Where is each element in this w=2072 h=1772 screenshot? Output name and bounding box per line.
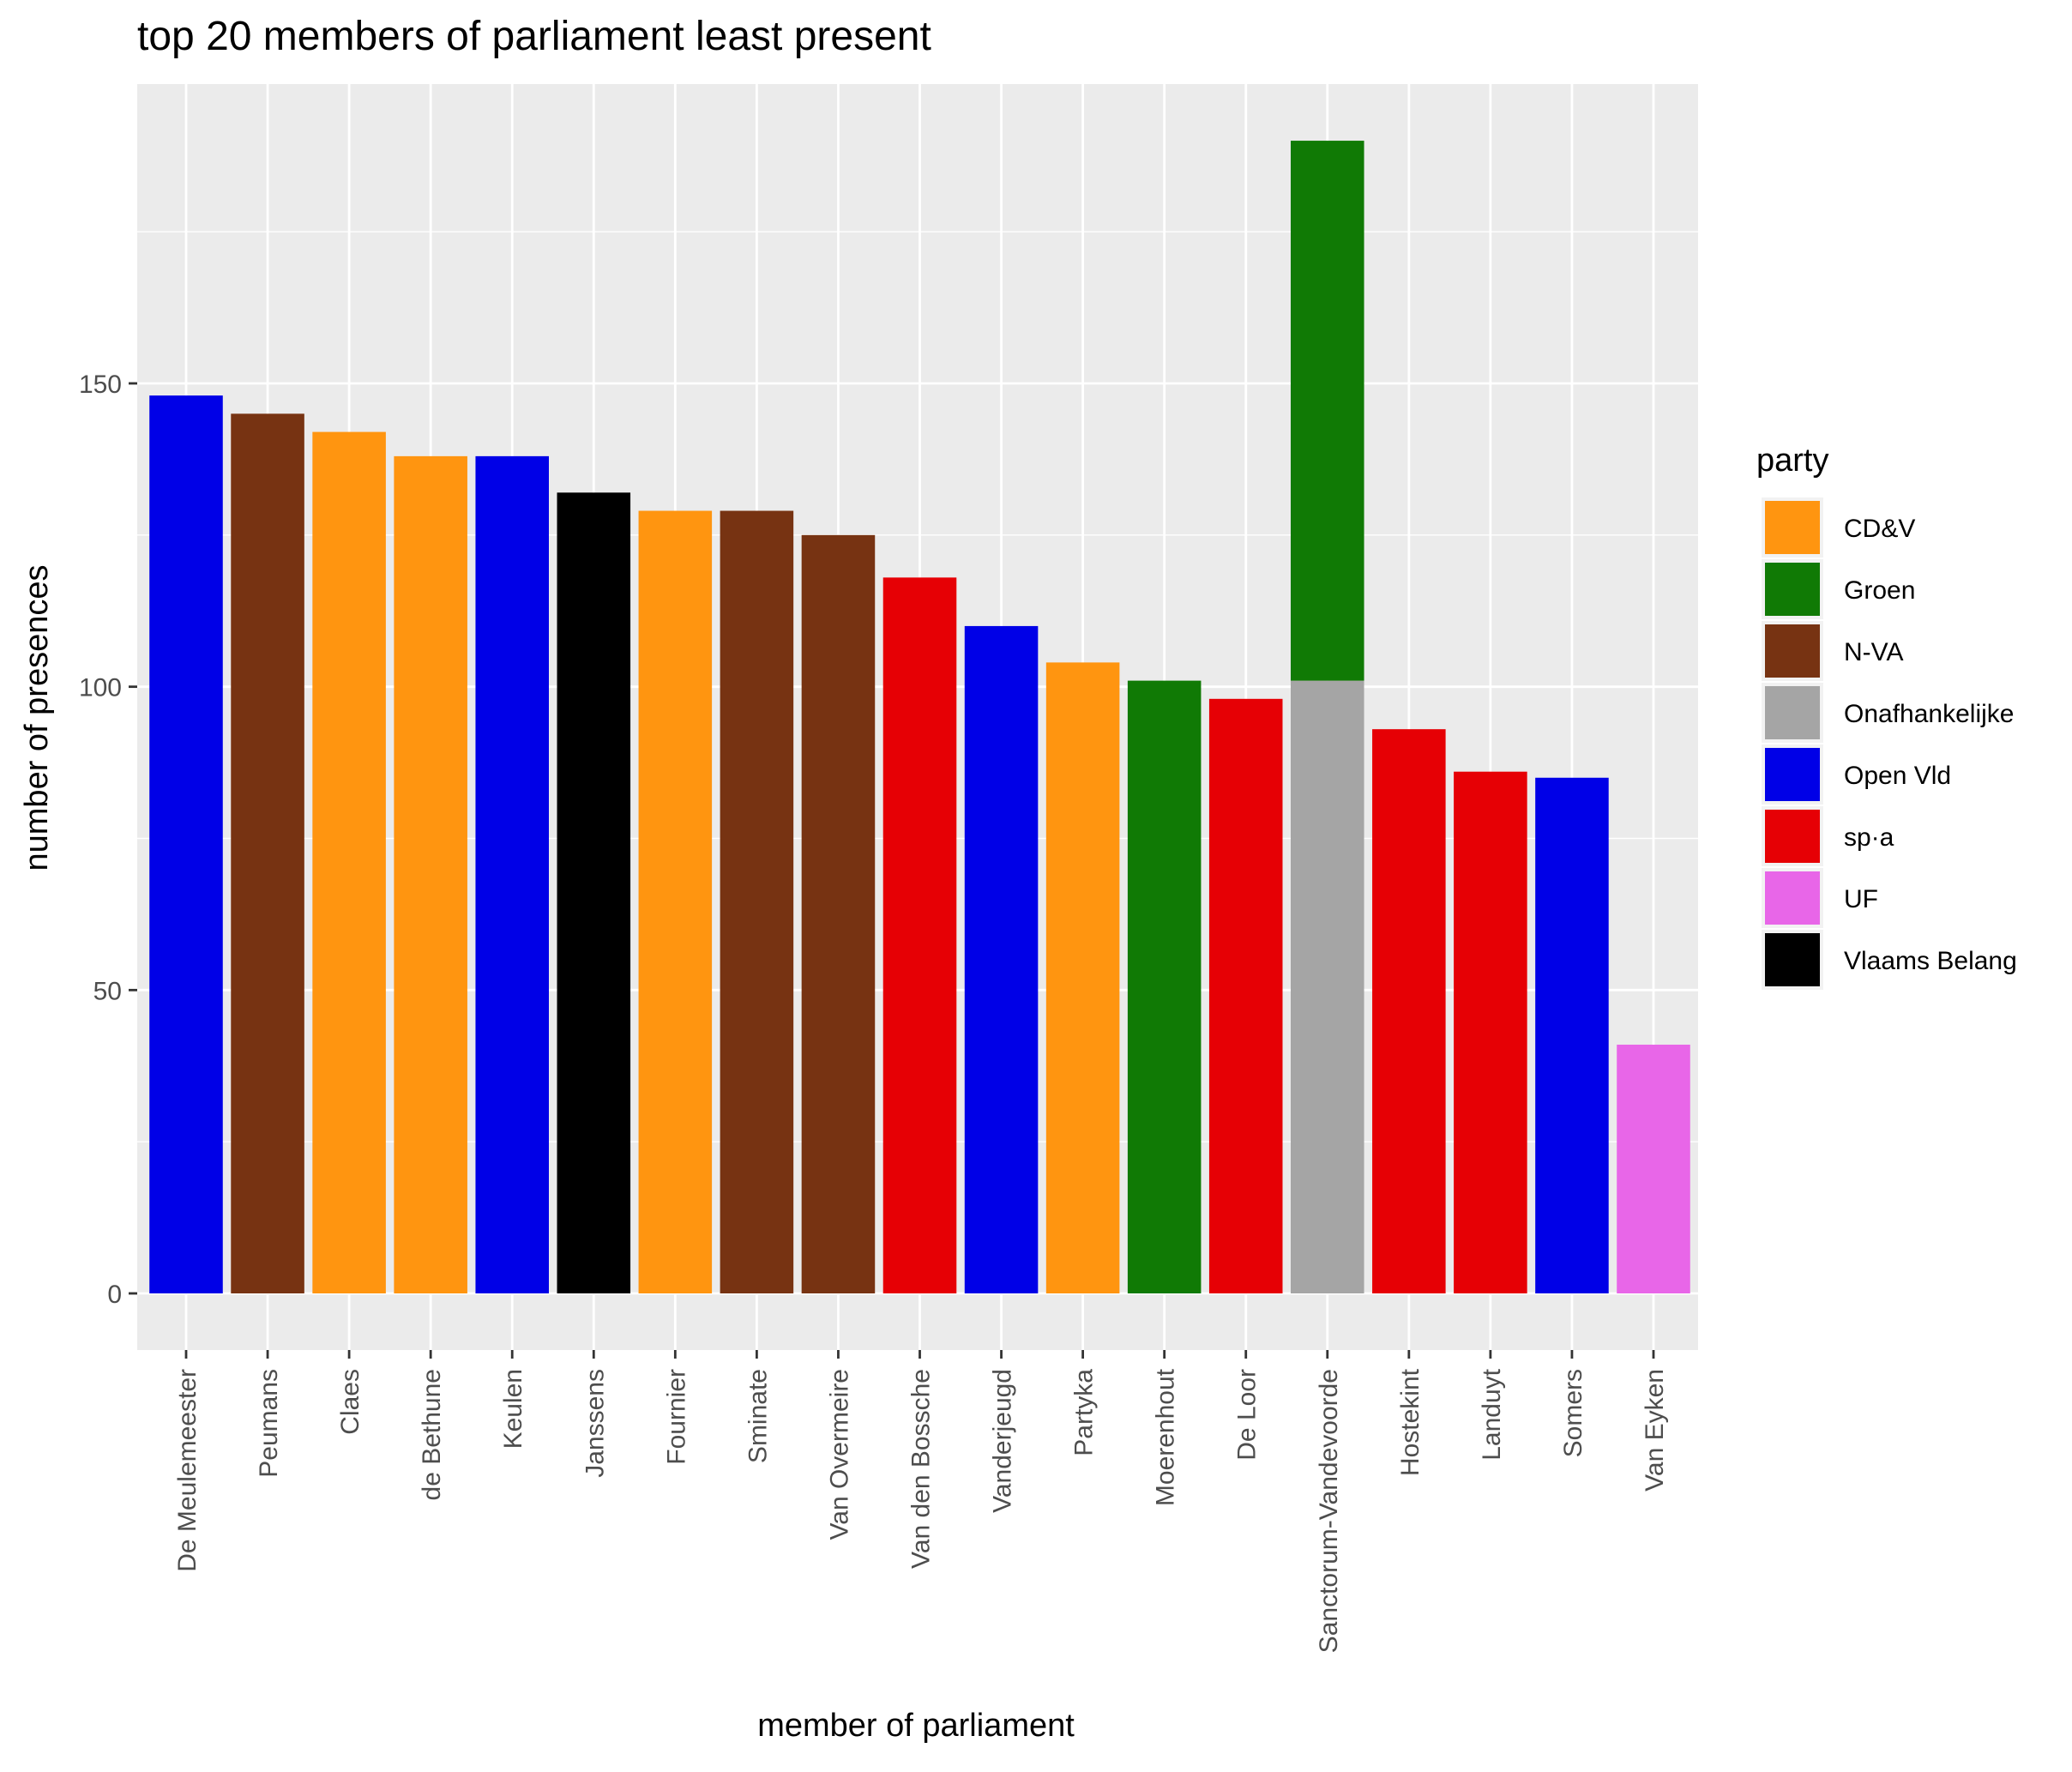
bar-segment [231, 413, 304, 1293]
legend-swatch [1765, 624, 1820, 678]
bar-segment [1372, 729, 1446, 1293]
bar-segment [312, 431, 386, 1293]
y-axis-title: number of presences [19, 565, 55, 871]
bar-segment [394, 455, 467, 1293]
x-tick-label: Landuyt [1478, 1368, 1506, 1460]
legend-swatch [1765, 501, 1820, 554]
legend-swatch [1765, 810, 1820, 863]
x-tick-label: de Bethune [418, 1369, 446, 1500]
x-tick-label: Somers [1559, 1369, 1587, 1457]
legend-swatch [1765, 748, 1820, 801]
y-tick-label: 0 [107, 1281, 122, 1309]
x-tick-label: Moerenhout [1152, 1368, 1180, 1506]
x-tick-label: Claes [336, 1369, 364, 1435]
legend-label: sp·a [1844, 823, 1894, 852]
legend-label: Open Vld [1844, 762, 1951, 790]
axes: 0 50 100 150 De Meulemeester Peumans Claes de B… [79, 371, 1669, 1653]
bar-segment [557, 492, 631, 1293]
legend-swatch [1765, 871, 1820, 925]
x-tick-label: Vanderjeugd [989, 1369, 1017, 1513]
legend-label: UF [1844, 885, 1878, 913]
bar-segment [801, 534, 876, 1293]
x-tick-label: Van Overmeire [825, 1369, 853, 1540]
x-tick-label: Sanctorum-Vandevoorde [1315, 1369, 1343, 1653]
bar-segment [638, 510, 713, 1293]
legend-label: Groen [1844, 576, 1915, 605]
y-tick-label: 100 [79, 674, 122, 702]
legend-label: CD&V [1844, 515, 1915, 543]
bar-segment [1454, 771, 1527, 1293]
y-tick-label: 50 [93, 977, 122, 1005]
x-tick-label: Sminate [744, 1369, 772, 1463]
bar-segment [1291, 680, 1364, 1293]
legend-swatch [1765, 686, 1820, 739]
x-tick-label: Hostekint [1396, 1368, 1424, 1476]
bar-segment [1045, 662, 1120, 1293]
x-tick-label: Van den Bossche [907, 1369, 936, 1569]
bar-segment [475, 455, 549, 1293]
bar-segment [720, 510, 794, 1293]
legend-label: N-VA [1844, 638, 1903, 666]
bars [149, 141, 1690, 1293]
bar-segment [149, 395, 223, 1293]
x-tick-label: Van Eyken [1641, 1369, 1669, 1492]
legend-swatch [1765, 933, 1820, 986]
legend: party CD&V Groen N-VA Onafhankelijke Open Vl… [1756, 443, 2017, 990]
bar-segment [1535, 777, 1609, 1293]
x-tick-label: De Loor [1233, 1369, 1262, 1461]
bar-segment [1127, 680, 1202, 1293]
x-tick-label: Peumans [255, 1369, 283, 1478]
bar-segment [1617, 1044, 1690, 1293]
x-tick-label: De Meulemeester [173, 1369, 202, 1572]
bar-segment [1208, 698, 1283, 1293]
legend-label: Onafhankelijke [1844, 700, 2014, 728]
x-axis-title: member of parliament [757, 1708, 1075, 1744]
bar-segment [882, 577, 957, 1293]
bar-segment [1291, 141, 1364, 681]
legend-swatch [1765, 563, 1820, 616]
bar-segment [964, 625, 1039, 1293]
x-tick-label: Keulen [499, 1369, 527, 1449]
x-tick-label: Partyka [1070, 1369, 1099, 1456]
legend-label: Vlaams Belang [1844, 947, 2017, 975]
x-tick-label: Janssens [581, 1369, 609, 1478]
y-tick-label: 150 [79, 371, 122, 399]
chart-title: top 20 members of parliament least prese… [137, 14, 931, 59]
x-tick-label: Fournier [662, 1369, 690, 1465]
legend-title: party [1756, 443, 1828, 479]
